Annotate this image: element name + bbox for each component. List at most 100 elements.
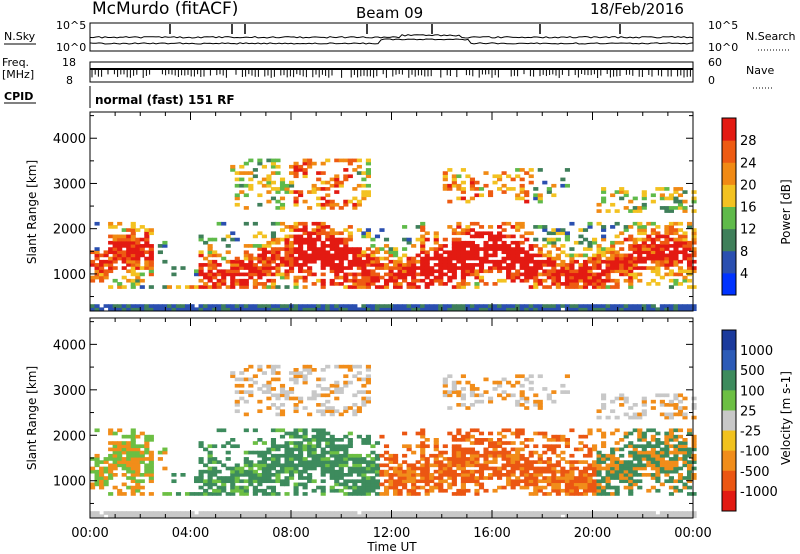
power-cell (329, 199, 335, 204)
power-cell (239, 278, 245, 283)
power-cell (677, 237, 684, 242)
velocity-cell (320, 460, 326, 464)
velocity-cell (307, 412, 313, 417)
power-cell (320, 202, 326, 207)
velocity-cell (492, 447, 498, 452)
velocity-cell (551, 444, 557, 449)
velocity-cell (288, 460, 295, 464)
power-cell (641, 259, 647, 264)
power-cell (329, 183, 335, 188)
velocity-cell (632, 463, 638, 468)
velocity-cell (646, 441, 652, 445)
velocity-cell (569, 466, 575, 471)
velocity-cell (641, 409, 647, 414)
power-cell (659, 304, 665, 308)
power-cell (469, 196, 476, 201)
power-cell (90, 263, 96, 267)
velocity-cell (641, 399, 647, 404)
power-cell (135, 250, 141, 255)
velocity-cell (447, 482, 453, 487)
power-cell (456, 183, 462, 188)
velocity-cell (632, 457, 638, 461)
velocity-cell (356, 463, 362, 468)
power-cell (515, 272, 521, 277)
power-cell (501, 256, 507, 261)
power-cell (510, 307, 516, 312)
velocity-cell (537, 431, 543, 436)
velocity-cell (347, 457, 353, 461)
velocity-cell (591, 466, 598, 471)
power-cell (252, 307, 258, 312)
velocity-cell (252, 441, 258, 445)
power-cell (347, 225, 353, 229)
velocity-cell (221, 463, 227, 468)
power-cell (492, 180, 498, 185)
velocity-cell (126, 463, 132, 468)
power-cell (311, 247, 317, 251)
power-cell (524, 199, 530, 204)
power-cell (515, 304, 521, 308)
power-cell (130, 278, 136, 283)
power-cell (447, 275, 453, 280)
velocity-cell (320, 453, 326, 458)
power-cell (456, 259, 462, 264)
power-cell (637, 278, 643, 283)
power-cell (216, 278, 222, 283)
power-cell (112, 237, 118, 242)
velocity-cell (117, 457, 123, 461)
velocity-cell (682, 444, 688, 449)
power-cell (352, 256, 358, 261)
velocity-cell (610, 514, 616, 519)
velocity-cell (180, 514, 186, 519)
power-cell (316, 307, 322, 312)
power-cell (650, 256, 656, 261)
power-cell (121, 244, 127, 248)
velocity-cell (655, 393, 661, 398)
velocity-cell (587, 453, 593, 458)
power-cell (623, 269, 629, 274)
power-cell (225, 250, 231, 255)
velocity-cell (293, 431, 299, 436)
velocity-cell (560, 383, 566, 388)
velocity-cell (311, 453, 317, 458)
power-cell (451, 231, 457, 236)
velocity-cell (94, 453, 100, 458)
power-cell (555, 269, 561, 274)
power-cell (284, 190, 290, 194)
velocity-cell (334, 383, 340, 388)
power-cell (668, 253, 675, 258)
power-cell (234, 307, 240, 312)
power-cell (655, 237, 661, 242)
power-cell (537, 272, 543, 277)
power-cell (343, 228, 349, 232)
velocity-cell (288, 396, 295, 401)
power-cell (361, 253, 367, 258)
power-cell (397, 307, 403, 312)
velocity-cell (619, 473, 625, 477)
power-cell (135, 244, 141, 248)
velocity-cell (320, 393, 326, 398)
velocity-cell (347, 511, 353, 515)
power-cell (533, 196, 539, 201)
power-cell (234, 237, 240, 242)
power-cell (383, 256, 390, 261)
power-cell (573, 304, 580, 308)
velocity-cell (537, 374, 543, 379)
power-cell (483, 250, 489, 255)
velocity-cell (130, 450, 136, 455)
velocity-cell (519, 457, 525, 461)
power-cell (497, 278, 503, 283)
velocity-cell (248, 383, 254, 388)
velocity-cell (248, 393, 254, 398)
colorbar-tick-label: 12 (740, 223, 757, 238)
velocity-cell (139, 514, 145, 519)
velocity-cell (501, 377, 507, 382)
velocity-cell (252, 492, 258, 496)
velocity-cell (252, 479, 258, 484)
power-cell (632, 209, 638, 213)
velocity-cell (610, 431, 616, 436)
power-cell (144, 307, 150, 312)
velocity-cell (587, 428, 593, 433)
power-cell (487, 266, 494, 270)
power-cell (393, 266, 399, 270)
